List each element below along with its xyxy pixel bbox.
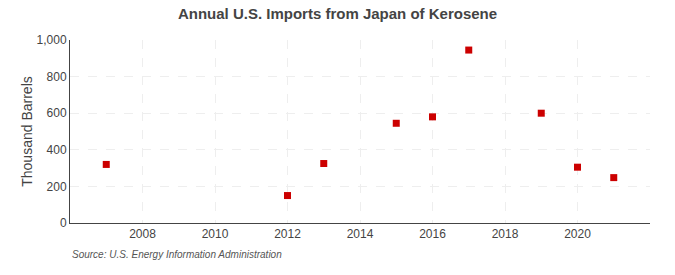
svg-text:Thousand Barrels: Thousand Barrels (19, 76, 35, 187)
svg-text:2020: 2020 (564, 227, 591, 241)
svg-text:2014: 2014 (347, 227, 374, 241)
svg-text:Annual U.S. Imports from Japan: Annual U.S. Imports from Japan of Kerose… (178, 5, 497, 22)
svg-text:400: 400 (47, 143, 67, 157)
svg-text:2008: 2008 (129, 227, 156, 241)
svg-text:2012: 2012 (274, 227, 301, 241)
svg-text:0: 0 (60, 216, 67, 230)
svg-text:2010: 2010 (202, 227, 229, 241)
svg-text:2018: 2018 (492, 227, 519, 241)
svg-text:200: 200 (47, 180, 67, 194)
svg-text:Source: U.S. Energy Informatio: Source: U.S. Energy Information Administ… (72, 249, 282, 260)
svg-text:2016: 2016 (419, 227, 446, 241)
svg-text:800: 800 (47, 70, 67, 84)
svg-text:1,000: 1,000 (37, 33, 67, 47)
svg-text:600: 600 (47, 106, 67, 120)
